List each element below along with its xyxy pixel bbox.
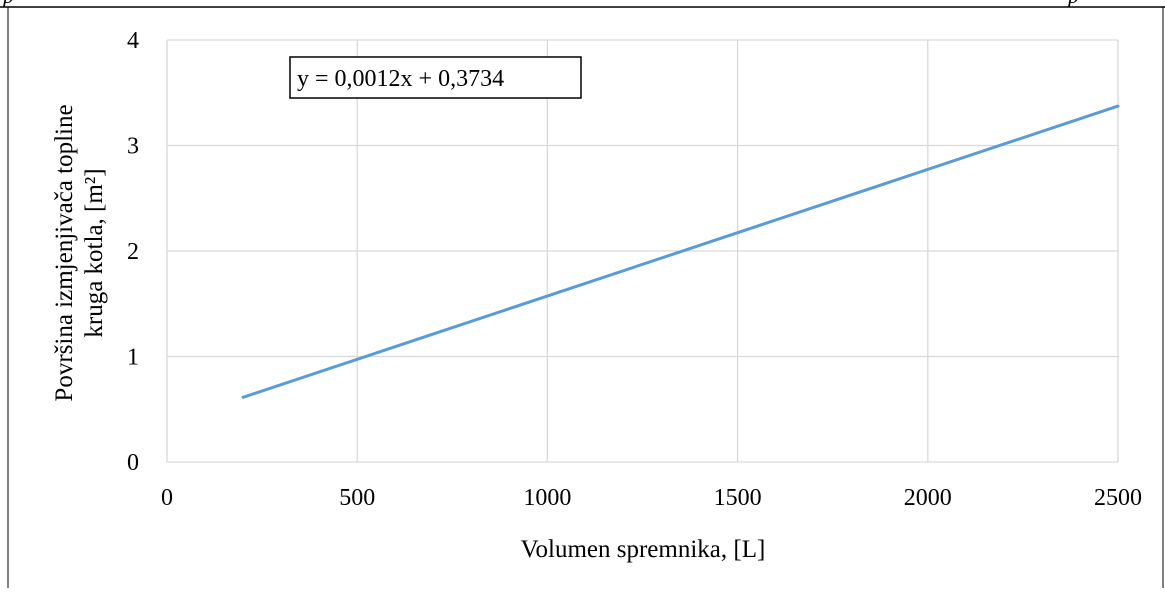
x-tick-label: 1500	[714, 485, 762, 511]
trendline-equation: y = 0,0012x + 0,3734	[289, 56, 582, 99]
y-tick-label: 0	[127, 450, 139, 476]
x-axis-title: Volumen spremnika, [L]	[521, 536, 766, 563]
y-tick-label: 1	[127, 345, 139, 371]
trendline-equation-box	[289, 56, 582, 99]
y-axis-title-line1: Površina izmjenjivača topline	[51, 104, 78, 401]
x-tick-label: 500	[339, 485, 375, 511]
x-tick-label: 1000	[523, 485, 571, 511]
grid-layer	[167, 39, 1119, 462]
y-axis-title: Površina izmjenjivača topline kruga kotl…	[51, 104, 108, 401]
series-line	[241, 104, 1120, 399]
trendline-equation-text: y = 0,0012x + 0,3734	[297, 66, 504, 92]
series-layer	[241, 104, 1120, 399]
y-tick-label: 3	[127, 134, 139, 160]
y-tick-label: 2	[127, 239, 139, 265]
y-tick-label: 4	[127, 28, 139, 54]
y-axis-title-line2: kruga kotla, [m²]	[81, 168, 108, 337]
x-tick-label: 2000	[904, 485, 952, 511]
axis-layer: 0 500 1000 1500 2000 2500 0 1 2 3 4	[127, 28, 1142, 511]
x-tick-label: 2500	[1094, 485, 1142, 511]
page-header-right-mark: p	[1066, 0, 1079, 8]
page-header-left-mark: p	[1, 0, 14, 8]
x-tick-label: 0	[161, 485, 173, 511]
